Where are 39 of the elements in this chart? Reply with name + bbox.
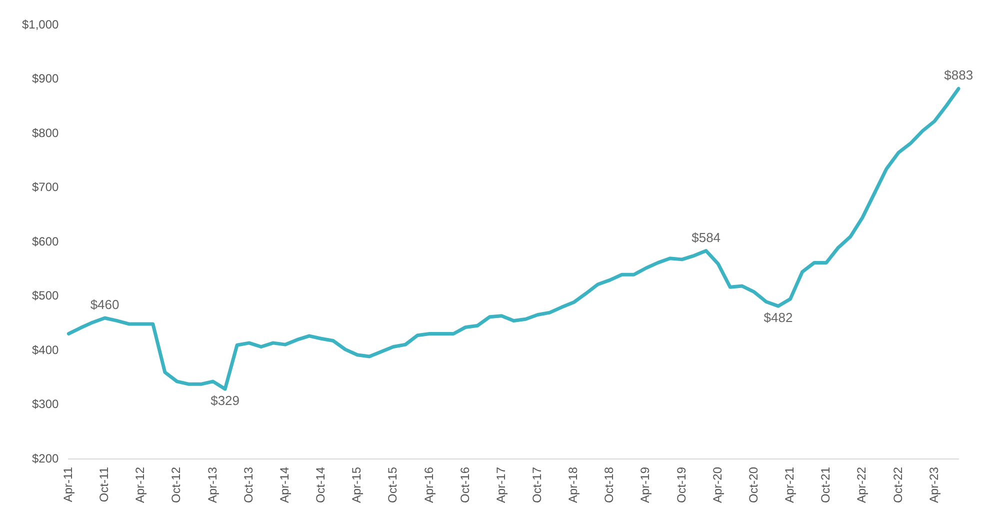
x-tick-label: Oct-17: [530, 466, 544, 503]
x-tick-label: Oct-15: [386, 466, 400, 503]
x-tick-label: Oct-14: [314, 466, 328, 503]
data-label: $329: [210, 393, 240, 408]
x-tick-label: Apr-14: [277, 466, 292, 504]
x-tick-label: Apr-17: [494, 466, 508, 504]
x-tick-label: Oct-22: [890, 466, 905, 503]
x-tick-label: Apr-16: [422, 466, 436, 504]
data-label: $482: [764, 310, 793, 326]
x-tick-label: Oct-20: [746, 466, 760, 503]
y-tick-label: $400: [32, 342, 60, 357]
x-tick-label: Apr-12: [133, 466, 148, 504]
x-tick-label: Apr-20: [710, 466, 724, 504]
y-tick-label: $900: [32, 72, 60, 86]
y-tick-label: $1,000: [22, 18, 60, 32]
y-tick-label: $300: [32, 397, 60, 412]
x-tick-label: Apr-21: [782, 466, 797, 504]
x-tick-label: Oct-12: [169, 466, 184, 503]
data-label: $460: [90, 297, 120, 312]
x-tick-label: Oct-11: [97, 466, 112, 502]
x-tick-label: Apr-23: [926, 466, 941, 504]
x-tick-label: Apr-13: [205, 466, 220, 504]
y-tick-label: $200: [32, 451, 60, 466]
x-tick-label: Apr-18: [566, 466, 580, 504]
y-tick-label: $500: [32, 288, 60, 303]
y-tick-label: $800: [32, 126, 60, 140]
data-label: $584: [692, 230, 721, 245]
x-tick-label: Oct-18: [602, 466, 616, 503]
x-tick-label: Apr-11: [61, 466, 76, 502]
x-tick-label: Oct-21: [818, 466, 833, 503]
x-tick-label: Apr-15: [350, 466, 364, 504]
y-tick-label: $700: [32, 180, 60, 194]
data-label: $883: [944, 68, 974, 83]
x-tick-label: Apr-22: [854, 466, 869, 504]
x-tick-label: Oct-19: [674, 466, 688, 503]
x-tick-label: Apr-19: [638, 466, 652, 504]
x-tick-label: Oct-16: [458, 466, 472, 503]
y-tick-label: $600: [32, 234, 60, 248]
x-tick-label: Oct-13: [241, 466, 256, 503]
